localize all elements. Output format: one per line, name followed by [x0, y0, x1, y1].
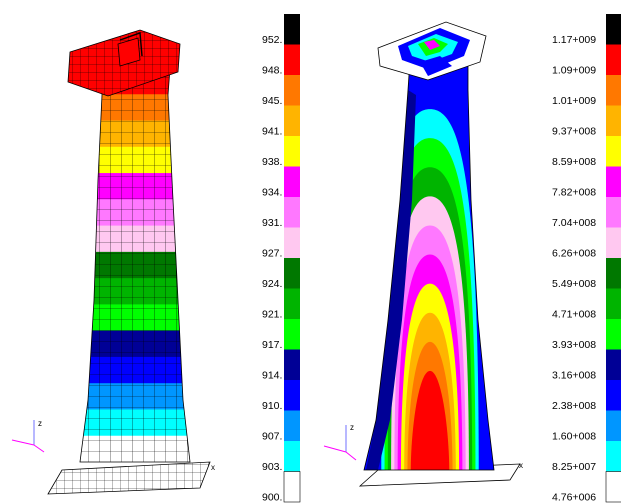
left-axis-x-label: x [211, 463, 215, 472]
left-legend-label: 945. [262, 95, 282, 107]
left-legend-swatch [284, 44, 300, 75]
left-legend-swatch [284, 319, 300, 350]
left-legend-label: 941. [262, 125, 282, 137]
right-legend-swatch [606, 75, 621, 106]
right-legend-label: 6.26+008 [552, 247, 596, 259]
left-model [47, 29, 211, 495]
left-legend-label: 934. [262, 186, 282, 198]
right-legend-label: 7.04+008 [552, 217, 596, 229]
right-stress-contour [410, 370, 450, 470]
right-legend-swatch [606, 14, 621, 45]
right-legend-swatch [606, 441, 621, 472]
right-legend-swatch [606, 258, 621, 289]
left-legend-swatch [284, 227, 300, 258]
left-legend-swatch [284, 197, 300, 228]
right-legend-label: 2.38+008 [552, 400, 596, 412]
right-legend-swatch [606, 410, 621, 441]
right-legend-swatch [606, 44, 621, 75]
left-legend-label: 927. [262, 247, 282, 259]
left-legend-label: 948. [262, 64, 282, 76]
left-legend-label: 907. [262, 430, 282, 442]
left-legend-swatch [284, 380, 300, 411]
left-legend-label: 903. [262, 461, 282, 473]
left-legend-swatch [284, 410, 300, 441]
right-axis-triad: z x [323, 423, 523, 470]
right-legend-label: 4.71+008 [552, 308, 596, 320]
left-legend-swatch [284, 166, 300, 197]
left-legend-swatch [284, 349, 300, 380]
left-axis-z-label: z [38, 419, 42, 428]
right-legend-label: 7.82+008 [552, 186, 596, 198]
right-legend-label: 1.01+009 [552, 95, 596, 107]
right-legend-swatch [605, 471, 621, 503]
right-axis-z-label: z [350, 423, 354, 432]
left-legend-label: 900. [262, 491, 282, 503]
left-legend-label: 938. [262, 156, 282, 168]
left-legend-swatch [284, 14, 300, 45]
left-legend-label: 914. [262, 369, 282, 381]
right-legend-swatch [606, 227, 621, 258]
left-legend-swatch [284, 136, 300, 167]
left-legend-swatch [284, 258, 300, 289]
left-legend-label: 917. [262, 339, 282, 351]
right-legend-swatch [606, 288, 621, 319]
left-legend-label: 910. [262, 400, 282, 412]
right-legend-label: 1.60+008 [552, 430, 596, 442]
right-legend-swatch [606, 197, 621, 228]
right-legend-label: 8.59+008 [552, 156, 596, 168]
right-axis-x-label: x [519, 461, 523, 470]
left-legend-swatch [283, 471, 301, 503]
right-legend-label: 1.09+009 [552, 64, 596, 76]
right-legend-label: 5.49+008 [552, 278, 596, 290]
right-legend-label: 1.17+009 [552, 34, 596, 46]
left-legend-label: 921. [262, 308, 282, 320]
right-model [358, 21, 521, 487]
left-color-legend: 952. 948. 945. 941. 938. 934. 931. 927. 924. 921.… [262, 14, 301, 503]
right-color-legend: 1.17+009 1.09+009 1.01+009 9.37+008 8.59+008… [552, 14, 621, 503]
left-axis-triad: z x [11, 419, 215, 472]
left-legend-swatch [284, 105, 300, 136]
right-legend-swatch [606, 380, 621, 411]
right-legend-label: 3.16+008 [552, 369, 596, 381]
right-legend-swatch [606, 105, 621, 136]
right-legend-swatch [606, 136, 621, 167]
left-legend-swatch [284, 75, 300, 106]
right-legend-label: 4.76+006 [552, 491, 596, 503]
left-legend-swatch [284, 441, 300, 472]
left-legend-label: 952. [262, 34, 282, 46]
right-legend-label: 8.25+007 [552, 461, 596, 473]
left-legend-label: 924. [262, 278, 282, 290]
right-legend-swatch [606, 319, 621, 350]
right-legend-label: 9.37+008 [552, 125, 596, 137]
left-legend-swatch [284, 288, 300, 319]
right-legend-swatch [606, 166, 621, 197]
right-legend-label: 3.93+008 [552, 339, 596, 351]
right-legend-swatch [606, 349, 621, 380]
left-legend-label: 931. [262, 217, 282, 229]
